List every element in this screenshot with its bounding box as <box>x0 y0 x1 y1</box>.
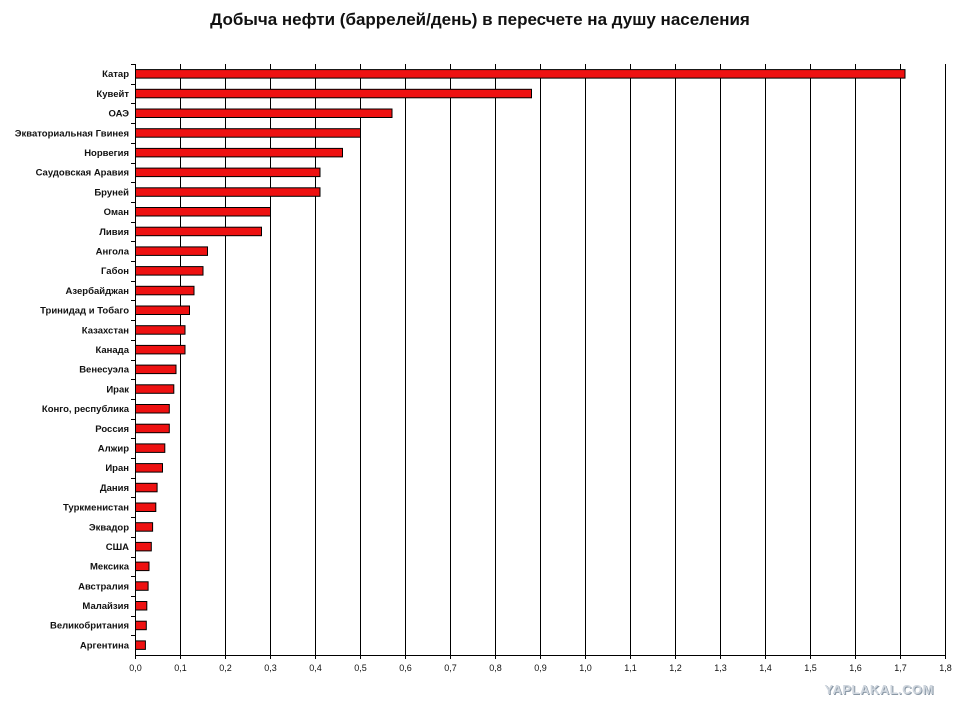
bar <box>135 443 166 453</box>
category-label: Венесуэла <box>79 365 130 376</box>
bar <box>135 69 906 79</box>
bar <box>135 522 154 532</box>
category-label: Бруней <box>94 187 129 198</box>
bar <box>135 601 148 611</box>
x-tick-label: 1,8 <box>939 663 952 673</box>
category-label: Канада <box>95 345 129 356</box>
x-tick-label: 0,1 <box>174 663 187 673</box>
x-tick-label: 1,7 <box>894 663 907 673</box>
bar <box>135 581 149 591</box>
bar <box>135 561 150 572</box>
bar <box>135 108 393 118</box>
x-tick-label: 0,0 <box>129 663 142 673</box>
category-label: Азербайджан <box>66 286 130 297</box>
category-label: Аргентина <box>80 640 130 651</box>
x-tick-label: 1,3 <box>714 663 727 673</box>
category-label: Казахстан <box>82 325 129 336</box>
x-tick-label: 0,2 <box>219 663 232 673</box>
x-tick-label: 1,5 <box>804 663 817 673</box>
category-label: Саудовская Аравия <box>36 168 129 179</box>
category-label: Малайзия <box>82 601 129 612</box>
bar <box>135 620 147 631</box>
x-tick-label: 1,4 <box>759 663 772 673</box>
category-label: Кувейт <box>96 89 129 100</box>
x-tick-label: 1,6 <box>849 663 862 673</box>
axes <box>131 64 946 659</box>
bar <box>135 305 190 315</box>
x-tick-label: 1,2 <box>669 663 682 673</box>
bar <box>135 325 186 335</box>
bar <box>135 502 157 512</box>
bar <box>135 187 321 197</box>
bar <box>135 167 321 178</box>
category-label: Ангола <box>96 247 130 258</box>
bar <box>135 541 152 552</box>
category-label: Австралия <box>78 581 129 592</box>
x-tick-label: 0,7 <box>444 663 457 673</box>
bar <box>135 344 186 355</box>
category-label: Эквадор <box>89 522 129 533</box>
category-label: Тринидад и Тобаго <box>40 306 129 317</box>
category-label: Мексика <box>90 562 130 573</box>
bar <box>135 226 262 237</box>
bar <box>135 423 170 434</box>
bar <box>135 128 361 138</box>
x-tick-label: 1,0 <box>579 663 592 673</box>
category-label: ОАЭ <box>108 109 129 120</box>
bar <box>135 640 146 650</box>
bars <box>135 69 906 650</box>
x-tick-label: 0,9 <box>534 663 547 673</box>
x-tick-labels: 0,0 0,1 0,2 0,3 0,4 0,5 0,6 0,7 0,8 0,9 1,0 1,1 1,2 1… <box>129 663 952 673</box>
category-label: Оман <box>104 207 130 218</box>
category-labels: Катар Кувейт ОАЭ Экваториальная Гвинея Норве… <box>15 69 130 651</box>
bar <box>135 147 343 158</box>
grid-lines <box>180 64 946 655</box>
category-label: Великобритания <box>50 621 129 632</box>
bar <box>135 266 204 276</box>
category-label: Экваториальная Гвинея <box>15 128 129 139</box>
bar <box>135 88 532 99</box>
category-label: Габон <box>101 266 129 277</box>
category-label: Катар <box>102 69 129 80</box>
bar <box>135 384 175 394</box>
category-label: Алжир <box>98 443 129 454</box>
watermark-text: YAPLAKAL.COM <box>824 682 934 697</box>
bar <box>135 364 177 375</box>
bar <box>135 404 170 414</box>
category-label: Норвегия <box>84 148 129 159</box>
category-label: Ливия <box>99 227 129 238</box>
chart-title: Добыча нефти (баррелей/день) в пересчете… <box>210 10 750 29</box>
category-label: Туркменистан <box>63 503 129 514</box>
x-tick-label: 1,1 <box>624 663 637 673</box>
category-label: Россия <box>95 424 129 435</box>
x-tick-label: 0,6 <box>399 663 412 673</box>
category-label: Конго, республика <box>42 404 130 415</box>
x-tick-label: 0,5 <box>354 663 367 673</box>
x-tick-label: 0,3 <box>264 663 277 673</box>
x-tick-label: 0,4 <box>309 663 322 673</box>
category-label: Иран <box>105 463 129 474</box>
x-tick-label: 0,8 <box>489 663 502 673</box>
bar <box>135 246 208 256</box>
category-label: Ирак <box>106 384 129 395</box>
bar <box>135 207 271 217</box>
category-label: США <box>106 542 129 553</box>
bar <box>135 285 195 296</box>
bar <box>135 482 158 493</box>
bar <box>135 463 163 473</box>
category-label: Дания <box>100 483 129 494</box>
